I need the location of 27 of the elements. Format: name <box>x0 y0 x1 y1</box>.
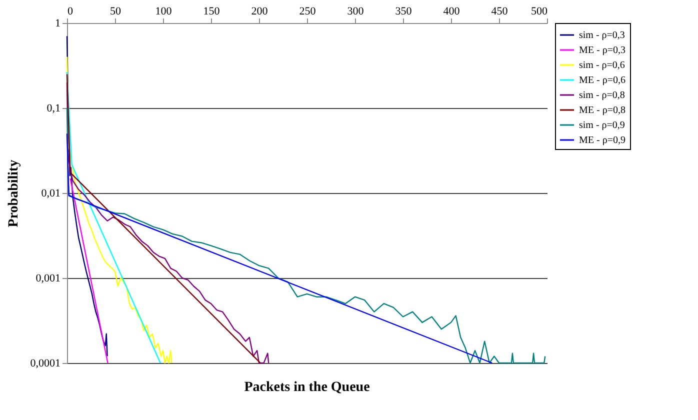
y-tick-label: 0,0001 <box>30 358 60 370</box>
legend-label: sim - ρ=0,3 <box>579 30 625 41</box>
legend-label: sim - ρ=0,9 <box>579 120 625 131</box>
x-tick-label: 150 <box>203 6 220 18</box>
legend-label: ME - ρ=0,6 <box>579 75 626 86</box>
x-tick-label: 250 <box>299 6 316 18</box>
legend-label: sim - ρ=0,6 <box>579 60 625 71</box>
x-tick-label: 350 <box>395 6 412 18</box>
legend-label: sim - ρ=0,8 <box>579 90 625 101</box>
legend-label: ME - ρ=0,8 <box>579 105 626 116</box>
line-series <box>66 107 546 364</box>
y-tick-label: 1 <box>55 18 60 30</box>
x-tick-label: 300 <box>347 6 364 18</box>
y-axis-title: Probability <box>6 160 22 228</box>
x-tick-label: 400 <box>443 6 460 18</box>
y-tick-label: 0,01 <box>41 188 60 200</box>
legend-label: ME - ρ=0,9 <box>579 135 626 146</box>
legend-label: ME - ρ=0,3 <box>579 45 626 56</box>
x-tick-label: 100 <box>155 6 172 18</box>
y-tick-label: 0,001 <box>36 272 60 284</box>
x-tick-label: 450 <box>491 6 508 18</box>
x-axis-title: Packets in the Queue <box>244 380 370 395</box>
x-tick-label: 50 <box>110 6 122 18</box>
x-tick-label: 0 <box>68 6 74 18</box>
x-tick-label: 500 <box>531 6 548 18</box>
x-tick-label: 200 <box>251 6 268 18</box>
y-tick-label: 0,1 <box>46 102 60 114</box>
